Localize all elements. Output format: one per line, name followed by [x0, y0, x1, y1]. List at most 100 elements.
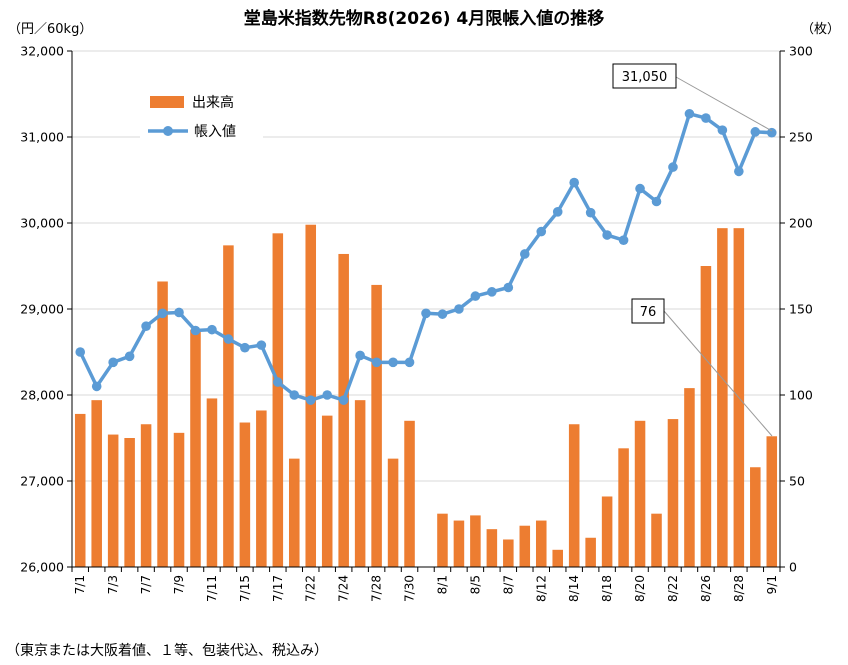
- callout-value-settlement: 31,050: [622, 70, 668, 85]
- x-axis-ticks: 7/1 7/3 7/7 7/9 7/11 7/15 7/17 7/22 7/24 7/28 7/30…: [71, 567, 781, 602]
- y-left-tick-label: 26,000: [20, 560, 64, 575]
- volume-bar: [289, 458, 300, 567]
- settlement-point: [355, 350, 365, 361]
- settlement-point: [454, 304, 464, 314]
- settlement-point: [684, 108, 695, 119]
- volume-bar: [157, 281, 168, 567]
- x-tick-label: 7/15: [238, 575, 252, 602]
- settlement-point: [635, 183, 645, 194]
- y-left-tick-label: 27,000: [20, 474, 64, 489]
- settlement-point: [289, 390, 300, 400]
- volume-bar: [371, 284, 382, 567]
- settlement-point: [437, 309, 448, 319]
- volume-bar: [256, 410, 267, 567]
- y-left-tick-label: 31,000: [20, 130, 64, 145]
- volume-bar: [717, 228, 728, 567]
- y-right-unit: （枚）: [801, 22, 840, 37]
- y-left-axis-ticks: 26,000 27,000 28,000 29,000 30,000 31,000 32,0…: [20, 44, 72, 575]
- settlement-point: [305, 395, 316, 405]
- settlement-point: [141, 321, 151, 332]
- settlement-point: [536, 226, 547, 237]
- y-right-axis-ticks: 0 50 100 150 200 250 300: [780, 44, 813, 575]
- x-tick-label: 8/20: [633, 575, 647, 602]
- y-right-tick-label: 150: [789, 302, 813, 317]
- settlement-point: [421, 308, 431, 319]
- x-tick-label: 8/22: [666, 575, 680, 602]
- volume-bar: [239, 422, 251, 567]
- x-tick-label: 7/11: [205, 575, 219, 602]
- settlement-point: [569, 177, 579, 188]
- settlement-point: [503, 282, 514, 293]
- volume-bar: [667, 419, 679, 567]
- x-tick-label: 7/7: [139, 575, 153, 594]
- settlement-point: [552, 207, 563, 217]
- settlement-point: [585, 207, 596, 218]
- y-right-tick-label: 300: [789, 44, 813, 59]
- x-tick-label: 7/1: [73, 575, 87, 594]
- settlement-point: [487, 287, 497, 297]
- settlement-point: [388, 357, 398, 368]
- settlement-point: [223, 334, 234, 344]
- volume-bar: [700, 266, 712, 567]
- volume-bar: [684, 388, 695, 567]
- settlement-point: [273, 377, 283, 387]
- x-tick-label: 8/18: [600, 575, 614, 602]
- y-right-tick-label: 50: [789, 474, 805, 489]
- x-tick-label: 7/28: [370, 575, 384, 602]
- callout-value-volume: 76: [640, 305, 657, 320]
- settlement-point: [157, 308, 168, 319]
- volume-bar: [634, 420, 646, 567]
- callout-box-volume: [631, 298, 665, 324]
- volume-bar: [338, 253, 349, 567]
- x-tick-label: 9/1: [765, 575, 779, 594]
- volume-bar: [750, 467, 761, 567]
- volume-bar: [470, 515, 481, 567]
- x-tick-label: 7/3: [106, 575, 120, 594]
- legend-label-volume: 出来高: [192, 94, 234, 111]
- settlement-point: [734, 166, 744, 177]
- volume-bar: [585, 537, 596, 567]
- volume-bar: [453, 520, 465, 567]
- volume-bars: [74, 224, 778, 568]
- volume-bar: [206, 398, 218, 567]
- chart-title: 堂島米指数先物R8(2026) 4月限帳入値の推移: [244, 8, 605, 29]
- callout-settlement: 31,050: [612, 63, 773, 132]
- volume-bar: [321, 415, 333, 567]
- settlement-point: [124, 351, 135, 362]
- x-tick-label: 8/5: [468, 575, 482, 594]
- settlement-point: [668, 162, 678, 172]
- volume-bar: [651, 513, 662, 567]
- volume-bar: [601, 496, 613, 567]
- volume-bar: [354, 400, 366, 567]
- volume-bar: [618, 448, 629, 567]
- callout-leader-volume: [663, 310, 773, 437]
- volume-bar: [486, 529, 498, 567]
- legend: 出来高 帳入値: [140, 85, 263, 151]
- settlement-point: [190, 325, 201, 336]
- settlement-point: [602, 230, 612, 240]
- settlement-line: [75, 108, 777, 405]
- volume-bar: [766, 436, 778, 567]
- volume-bar: [535, 520, 547, 567]
- y-left-tick-label: 32,000: [20, 44, 64, 59]
- volume-bar: [552, 549, 563, 567]
- legend-swatch-volume: [150, 96, 184, 108]
- x-tick-label: 8/12: [534, 575, 548, 602]
- callout-box-settlement: [612, 63, 677, 89]
- volume-bar: [272, 233, 284, 567]
- legend-swatch-settlement-marker: [163, 126, 173, 136]
- volume-bar: [568, 424, 580, 567]
- y-right-tick-label: 100: [789, 388, 813, 403]
- settlement-point: [750, 127, 761, 137]
- volume-bar: [140, 424, 152, 567]
- x-tick-label: 8/14: [567, 575, 581, 602]
- volume-bar: [387, 458, 399, 567]
- y-right-tick-label: 250: [789, 130, 813, 145]
- settlement-point: [322, 390, 333, 400]
- settlement-point: [766, 127, 777, 138]
- settlement-point: [651, 196, 662, 207]
- volume-bar: [437, 513, 448, 567]
- settlement-point: [240, 342, 250, 353]
- settlement-point: [207, 324, 217, 335]
